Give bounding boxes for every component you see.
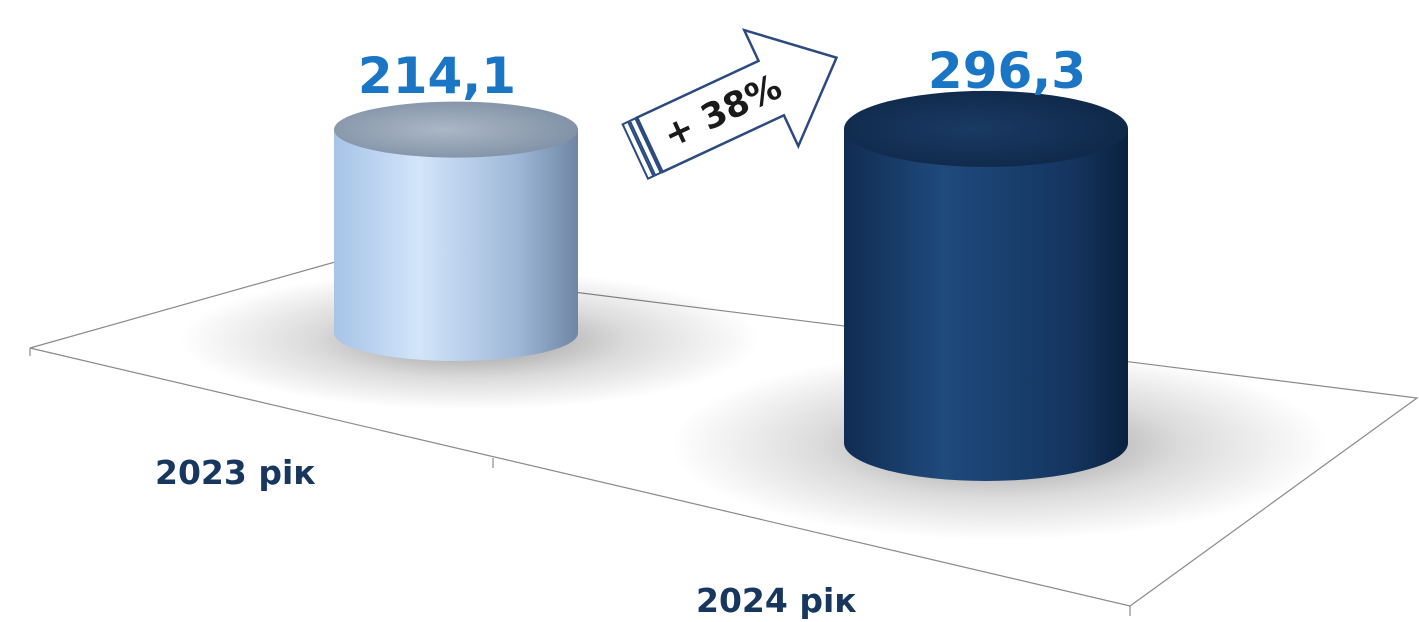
growth-arrow-tail-stripe-1 <box>621 120 655 181</box>
value-label-2024: 296,3 <box>928 42 1086 100</box>
bar-top-2023 <box>334 101 578 158</box>
value-label-2023: 214,1 <box>358 47 516 105</box>
bar-2024 <box>844 90 1128 481</box>
category-label-2023: 2023 рік <box>155 453 316 492</box>
bar-body-2024 <box>844 128 1128 481</box>
bar-2023 <box>334 101 578 361</box>
category-label-2024: 2024 рік <box>696 581 857 620</box>
growth-arrow-tail-stripe-2 <box>628 117 663 177</box>
growth-arrow: + 38% <box>621 28 839 181</box>
chart-floor <box>29 261 1419 607</box>
growth-arrow-shape <box>635 28 839 174</box>
bar-top-2024 <box>844 90 1128 167</box>
bar-body-2023 <box>334 129 578 361</box>
